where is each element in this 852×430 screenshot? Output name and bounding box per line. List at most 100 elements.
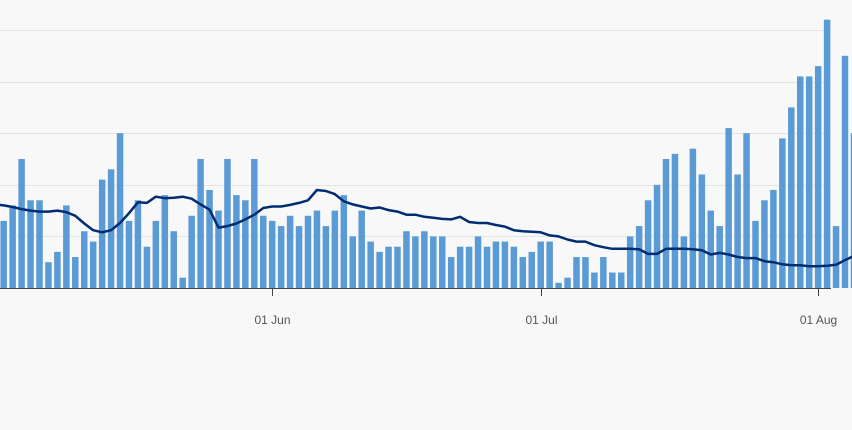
bar <box>618 272 625 288</box>
bar <box>224 159 231 288</box>
x-tick-label: 01 Jul <box>525 313 557 327</box>
bar <box>268 220 276 288</box>
bar <box>322 226 330 288</box>
x-tick-label: 01 Jun <box>254 313 290 327</box>
bar <box>89 241 97 288</box>
bar <box>367 241 374 288</box>
bar <box>788 107 795 289</box>
bar <box>510 246 518 288</box>
bar <box>555 282 562 288</box>
bar <box>430 236 437 288</box>
bar <box>206 189 213 288</box>
x-axis-ticks: 01 Jun 01 Jul 01 Aug <box>254 289 837 327</box>
bar <box>242 200 249 288</box>
bar <box>805 76 813 288</box>
bar <box>698 174 706 288</box>
bar <box>385 246 392 288</box>
bar <box>277 226 285 288</box>
bar <box>340 195 348 288</box>
bar <box>251 159 258 288</box>
bar <box>439 236 446 288</box>
bar <box>412 236 419 288</box>
bar <box>707 210 714 288</box>
bar <box>573 257 580 288</box>
bar <box>456 246 464 288</box>
bar <box>27 200 34 288</box>
bar <box>134 200 142 288</box>
bar <box>752 220 759 288</box>
bar <box>295 226 303 288</box>
bar <box>716 226 723 288</box>
bar <box>492 241 500 288</box>
bar <box>116 133 124 288</box>
bar <box>18 159 25 288</box>
bar <box>680 236 688 288</box>
bar <box>313 210 321 288</box>
bar <box>286 215 294 288</box>
bar <box>170 231 177 288</box>
bar <box>600 257 607 288</box>
bar <box>394 246 401 288</box>
bar <box>528 251 535 288</box>
bar <box>125 220 133 288</box>
bar <box>689 148 697 288</box>
bar <box>161 195 169 288</box>
bar <box>98 179 106 288</box>
bar <box>447 257 455 288</box>
gridlines <box>0 30 831 237</box>
bar <box>626 236 634 288</box>
bar <box>841 55 849 288</box>
bar <box>63 205 70 288</box>
bar <box>179 277 186 288</box>
bar <box>662 159 670 288</box>
bar <box>519 257 527 288</box>
bar <box>850 133 852 288</box>
bar <box>779 138 786 288</box>
bar <box>9 205 16 288</box>
bar <box>644 200 652 288</box>
bar <box>761 200 768 288</box>
bar <box>823 19 831 289</box>
bar <box>152 220 160 288</box>
bar <box>358 210 365 288</box>
bar <box>582 257 589 288</box>
bar <box>537 241 544 288</box>
bar <box>474 236 482 288</box>
bar <box>564 277 571 288</box>
bar <box>725 128 732 288</box>
bar <box>215 210 222 288</box>
bar <box>483 246 491 288</box>
bar <box>72 257 79 288</box>
bar <box>331 210 339 288</box>
bar <box>421 231 428 288</box>
bar <box>81 231 88 288</box>
bar <box>501 241 509 288</box>
bar <box>260 215 267 288</box>
bar <box>304 215 312 288</box>
bar <box>653 184 661 288</box>
moving-average-line <box>0 188 852 268</box>
bar <box>635 226 643 288</box>
x-tick-label: 01 Aug <box>800 313 837 327</box>
bar <box>376 251 383 288</box>
bar <box>734 174 741 288</box>
bar <box>671 153 679 288</box>
bar <box>797 76 804 288</box>
bar <box>349 236 356 288</box>
bar <box>233 195 240 288</box>
bar <box>54 251 61 288</box>
bar <box>188 215 195 288</box>
bar-series <box>0 19 852 289</box>
bar <box>197 159 204 288</box>
bar <box>591 272 598 288</box>
bar <box>0 220 7 288</box>
bar <box>743 133 750 288</box>
bar <box>832 226 840 288</box>
bar <box>36 200 43 288</box>
bar <box>770 189 777 288</box>
bar <box>465 246 473 288</box>
bar <box>546 241 553 288</box>
bar <box>45 262 52 288</box>
bar <box>814 66 822 289</box>
